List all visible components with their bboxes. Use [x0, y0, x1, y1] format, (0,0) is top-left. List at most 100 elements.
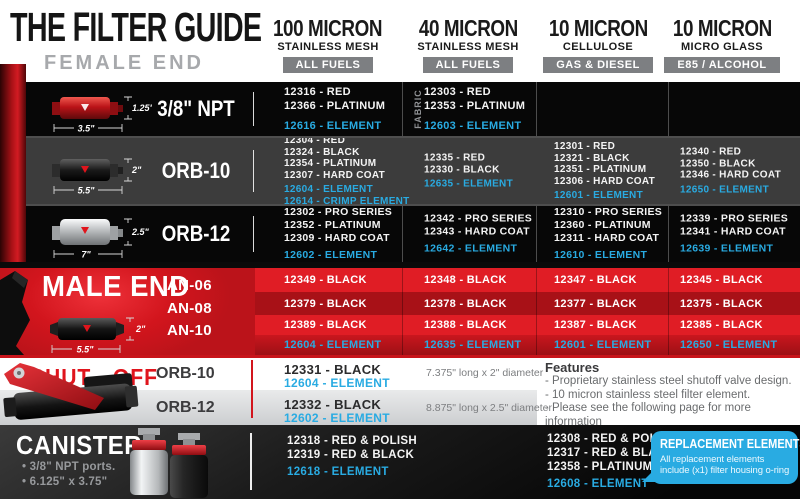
- column-header-100-micron: 100 MICRON STAINLESS MESH ALL FUELS: [253, 17, 403, 73]
- filter-media: STAINLESS MESH: [277, 41, 379, 53]
- part-number: 12319 - RED & BLACK: [287, 449, 415, 461]
- row-npt: 3.5" 1.25" 3/8" NPT FABRIC 12316 - RED 12…: [0, 82, 800, 136]
- male-fitting-photo: [0, 271, 30, 355]
- row-separator: [26, 204, 800, 206]
- part-number: 12375 - BLACK: [680, 297, 763, 310]
- part-number: 12343 - HARD COAT: [424, 225, 530, 238]
- part-number: 12331 - BLACK: [284, 362, 382, 377]
- part-number: 12302 - PRO SERIES: [284, 206, 393, 218]
- part-number: 12353 - PLATINUM: [424, 100, 526, 112]
- feature-item: - 10 micron stainless steel filter eleme…: [545, 388, 751, 401]
- micron-size: 40 MICRON: [418, 15, 518, 41]
- part-number: 12317 - RED & BLACK: [547, 447, 675, 459]
- element-number: 12614 - CRIMP ELEMENT: [284, 195, 410, 207]
- features-list: Features - Proprietary stainless steel s…: [545, 360, 795, 429]
- row-divider: [250, 433, 252, 490]
- parts-cell-100-micron: 12316 - RED 12366 - PLATINUM 12616 - ELEM…: [284, 85, 385, 133]
- orb10-filter-image: 5.5" 2": [52, 158, 142, 196]
- shutoff-valve-image: [3, 363, 139, 420]
- an-size-label: AN-08: [167, 300, 212, 317]
- element-number: 12635 - ELEMENT: [424, 178, 513, 190]
- an-size-label: AN-06: [167, 277, 212, 294]
- row-label: ORB-10: [161, 158, 231, 183]
- feature-item: - Please see the following page for more…: [545, 402, 751, 428]
- filter-media: MICRO GLASS: [680, 41, 763, 53]
- filter-media: STAINLESS MESH: [417, 41, 519, 53]
- part-number: 12352 - PLATINUM: [284, 219, 381, 231]
- column-divider: [402, 268, 403, 355]
- length-dimension: 5.5": [77, 345, 95, 355]
- part-number: 12389 - BLACK: [284, 319, 367, 331]
- column-header-40-micron: 40 MICRON STAINLESS MESH ALL FUELS: [393, 17, 543, 73]
- parts-cell-100-micron: 12304 - RED 12324 - BLACK 12354 - PLATINUM…: [284, 135, 410, 207]
- part-number: 12303 - RED: [424, 86, 491, 98]
- part-number: 12366 - PLATINUM: [284, 100, 386, 112]
- element-number: 12603 - ELEMENT: [424, 120, 522, 132]
- element-number: 12604 - ELEMENT: [284, 184, 373, 195]
- part-number: 12360 - PLATINUM: [554, 219, 651, 231]
- fuel-badge: E85 / ALCOHOL: [664, 57, 780, 73]
- diameter-dimension: 2": [131, 165, 142, 175]
- part-number: 12379 - BLACK: [284, 297, 367, 310]
- element-number: 12608 - ELEMENT: [547, 478, 649, 490]
- male-end-left-panel: MALE END AN-06 AN-08 AN-10 5.5" 2": [0, 268, 255, 355]
- feature-item: - Proprietary stainless steel shutoff va…: [545, 375, 792, 387]
- female-end-heading: FEMALE END: [44, 52, 204, 74]
- part-number: 12341 - HARD COAT: [680, 225, 786, 238]
- logo-mark: [83, 325, 91, 332]
- part-number: 12308 - RED & POLISH: [547, 433, 677, 445]
- part-number: 12311 - HARD COAT: [554, 232, 660, 244]
- diameter-dimension: 1.25": [132, 103, 152, 113]
- parts-cell-100-micron: 12318 - RED & POLISH 12319 - RED & BLACK …: [287, 434, 417, 479]
- canister-spec: • 3/8" NPT ports.: [22, 461, 116, 473]
- canister-specs: • 3/8" NPT ports. • 6.125" x 3.75": [22, 460, 115, 490]
- element-number: 12616 - ELEMENT: [284, 120, 382, 132]
- red-filter-photo-strip: [0, 64, 26, 262]
- male-filter-image: 5.5" 2": [50, 317, 146, 355]
- diameter-dimension: 2": [135, 324, 146, 334]
- shut-off-table: SHUT - OFF ORB-10 ORB-12 12331: [0, 355, 800, 428]
- element-number: 12602 - ELEMENT: [284, 411, 390, 425]
- row-label: ORB-12: [161, 221, 231, 246]
- part-number: 12316 - RED: [284, 86, 351, 98]
- part-number: 12310 - PRO SERIES: [554, 206, 663, 218]
- part-number: 12345 - BLACK: [680, 274, 763, 286]
- part-number: 12339 - PRO SERIES: [680, 212, 789, 225]
- part-number: 12358 - PLATINUM: [547, 461, 653, 473]
- column-divider: [668, 268, 669, 355]
- features-title: Features: [545, 360, 600, 375]
- part-number: 12377 - BLACK: [554, 297, 637, 310]
- fabric-note: FABRIC: [412, 89, 423, 129]
- length-dimension: 3.5": [78, 124, 96, 134]
- parts-cell-100-micron: 12302 - PRO SERIES 12352 - PLATINUM 12309 …: [284, 206, 392, 262]
- callout-title: REPLACEMENT ELEMENTS: [660, 437, 800, 451]
- element-number: 12650 - ELEMENT: [680, 184, 769, 195]
- part-number: 12301 - RED: [554, 140, 616, 152]
- part-number: 12307 - HARD COAT: [284, 169, 386, 181]
- part-number: 12348 - BLACK: [424, 274, 507, 286]
- row-divider: [251, 360, 253, 418]
- orb12-filter-image: 7" 2.5": [52, 218, 150, 259]
- row-divider: [253, 216, 254, 252]
- element-number: 12642 - ELEMENT: [424, 242, 518, 255]
- micron-size: 10 MICRON: [672, 15, 772, 41]
- column-divider: [536, 268, 537, 355]
- part-number: 12350 - BLACK: [680, 158, 756, 169]
- micron-size: 100 MICRON: [273, 15, 383, 41]
- micron-size: 10 MICRON: [548, 15, 648, 41]
- fuel-badge: ALL FUELS: [422, 57, 514, 73]
- part-number: 12347 - BLACK: [554, 274, 637, 286]
- page-title: THE FILTER GUIDE: [10, 4, 262, 50]
- row-separator: [26, 136, 800, 138]
- canister-image: [130, 428, 208, 498]
- column-header-10-micron-cellulose: 10 MICRON CELLULOSE GAS & DIESEL: [523, 17, 673, 73]
- logo-mark: [81, 227, 89, 234]
- part-number: 12324 - BLACK: [284, 146, 360, 158]
- orb-size-label: ORB-12: [156, 399, 215, 416]
- length-dimension: 5.5": [78, 186, 96, 196]
- part-number: 12321 - BLACK: [554, 152, 630, 164]
- diameter-dimension: 2.5": [131, 227, 150, 237]
- parts-cell-10-micron-cellulose: 12308 - RED & POLISH 12317 - RED & BLACK 1…: [547, 432, 677, 491]
- male-end-title: MALE END: [42, 271, 190, 303]
